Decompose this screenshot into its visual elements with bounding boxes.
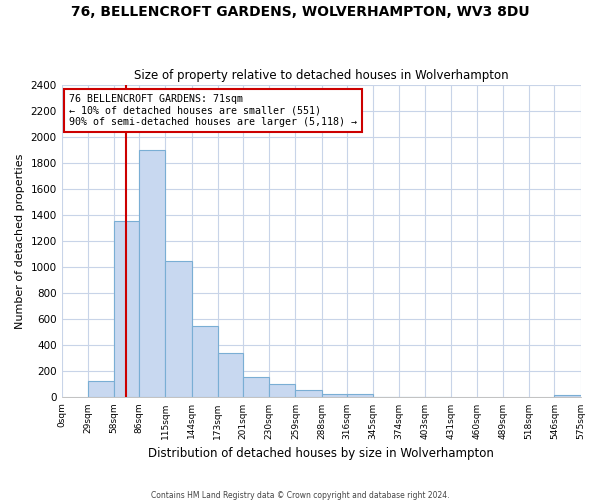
- Text: 76 BELLENCROFT GARDENS: 71sqm
← 10% of detached houses are smaller (551)
90% of : 76 BELLENCROFT GARDENS: 71sqm ← 10% of d…: [70, 94, 358, 127]
- Bar: [347, 394, 373, 398]
- X-axis label: Distribution of detached houses by size in Wolverhampton: Distribution of detached houses by size …: [148, 447, 494, 460]
- Bar: [166, 260, 191, 398]
- Bar: [191, 326, 218, 398]
- Title: Size of property relative to detached houses in Wolverhampton: Size of property relative to detached ho…: [134, 69, 508, 82]
- Y-axis label: Number of detached properties: Number of detached properties: [15, 154, 25, 328]
- Bar: [322, 394, 347, 398]
- Bar: [88, 381, 114, 398]
- Bar: [269, 384, 295, 398]
- Bar: [373, 397, 399, 398]
- Text: Contains HM Land Registry data © Crown copyright and database right 2024.: Contains HM Land Registry data © Crown c…: [151, 490, 449, 500]
- Bar: [554, 396, 581, 398]
- Bar: [218, 353, 243, 398]
- Bar: [114, 222, 139, 398]
- Bar: [243, 376, 269, 398]
- Bar: [295, 390, 322, 398]
- Text: 76, BELLENCROFT GARDENS, WOLVERHAMPTON, WV3 8DU: 76, BELLENCROFT GARDENS, WOLVERHAMPTON, …: [71, 5, 529, 19]
- Bar: [139, 150, 166, 398]
